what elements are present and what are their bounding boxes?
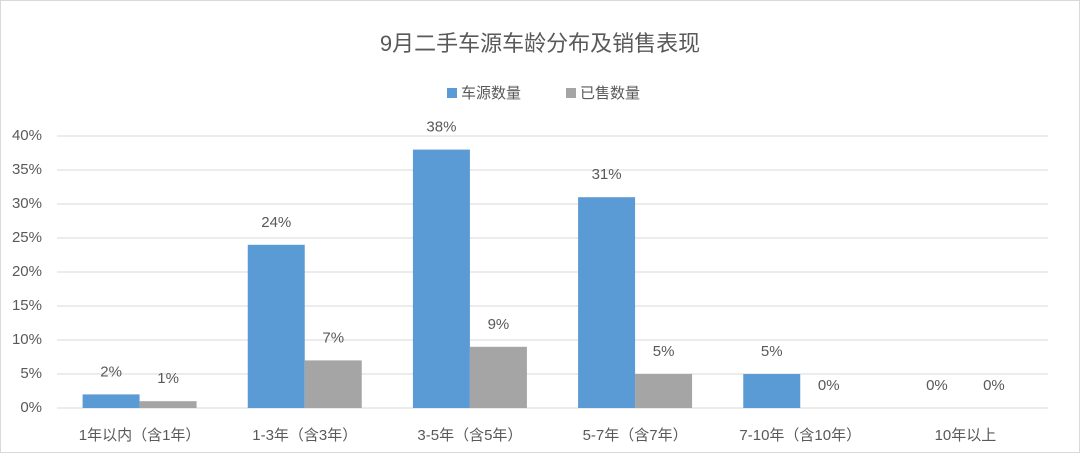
- bar: [578, 197, 636, 408]
- legend-swatch: [566, 88, 576, 98]
- value-label: 0%: [983, 377, 1005, 394]
- y-tick-label: 0%: [20, 399, 42, 416]
- value-label: 9%: [488, 316, 510, 333]
- value-label: 38%: [426, 119, 456, 136]
- value-label: 5%: [761, 343, 783, 360]
- value-label: 0%: [818, 377, 840, 394]
- chart-title: 9月二手车源车龄分布及销售表现: [380, 31, 700, 56]
- y-tick-label: 30%: [12, 195, 42, 212]
- bar: [412, 149, 470, 408]
- x-tick-label: 10年以上: [935, 427, 997, 444]
- bar: [247, 244, 305, 408]
- value-label: 7%: [322, 329, 344, 346]
- value-label: 2%: [100, 363, 122, 380]
- x-tick-label: 1-3年（含3年）: [252, 427, 357, 444]
- legend-swatch: [447, 88, 457, 98]
- y-tick-label: 10%: [12, 331, 42, 348]
- bar: [635, 374, 693, 408]
- y-tick-label: 25%: [12, 229, 42, 246]
- legend-label: 车源数量: [461, 85, 521, 102]
- legend-label: 已售数量: [580, 85, 640, 102]
- y-tick-label: 5%: [20, 365, 42, 382]
- y-tick-label: 20%: [12, 263, 42, 280]
- bar: [304, 360, 362, 408]
- x-tick-label: 7-10年（含10年）: [739, 427, 861, 444]
- bar: [139, 401, 197, 408]
- value-label: 0%: [926, 377, 948, 394]
- value-label: 1%: [157, 370, 179, 387]
- bar: [469, 346, 527, 408]
- y-tick-label: 15%: [12, 297, 42, 314]
- bar: [82, 394, 140, 408]
- value-label: 5%: [653, 343, 675, 360]
- x-tick-label: 1年以内（含1年）: [79, 427, 201, 444]
- bar: [743, 374, 801, 408]
- x-tick-label: 5-7年（含7年）: [583, 427, 688, 444]
- y-tick-label: 35%: [12, 161, 42, 178]
- y-tick-label: 40%: [12, 127, 42, 144]
- value-label: 31%: [592, 166, 622, 183]
- x-tick-label: 3-5年（含5年）: [417, 427, 522, 444]
- value-label: 24%: [261, 214, 291, 231]
